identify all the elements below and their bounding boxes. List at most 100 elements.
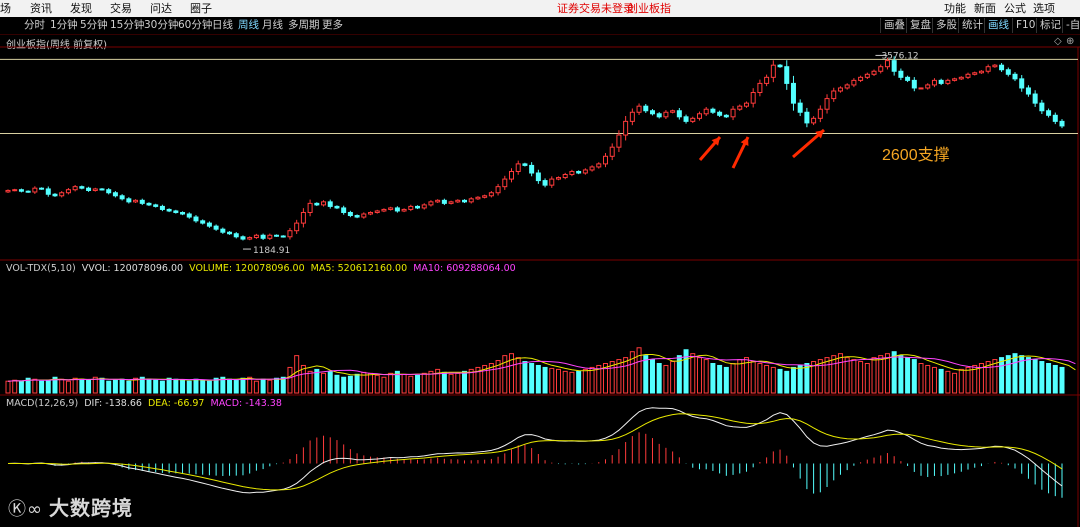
menu-item-4[interactable]: 问达 [150,2,172,15]
candle [1012,73,1018,80]
volume-bar [837,353,843,394]
candle [415,205,421,209]
candle [690,117,696,122]
candle [59,192,65,197]
volume-bar [106,380,112,394]
candle [475,196,481,200]
toolbar-button-5[interactable]: F10 [1012,18,1038,33]
toolbar-button-7[interactable]: -自 [1062,18,1080,33]
candle [133,199,139,203]
menu-item-1[interactable]: 资讯 [30,2,52,15]
menu-right-item-2[interactable]: 公式 [1004,2,1026,15]
volume-bar [475,366,481,394]
arrow-head [815,130,824,139]
volume-bar [247,376,253,394]
candle [5,189,11,193]
menu-item-3[interactable]: 交易 [110,2,132,15]
candle [925,84,931,89]
candle [260,234,266,239]
volume-bar [555,368,561,394]
volume-bar [750,361,756,394]
candle [401,208,407,212]
candle [676,110,682,118]
timeframe-tab-6[interactable]: 日线 [212,19,233,31]
candle [905,76,911,81]
volume-bar [952,372,958,394]
candle [441,199,447,204]
toolbar-button-6[interactable]: 标记 [1036,18,1064,33]
candle [824,98,830,110]
toolbar-button-3[interactable]: 统计 [958,18,986,33]
chart-title: 创业板指(周线 前复权) [6,40,107,51]
volume-bar [455,372,461,394]
volume-bar [52,376,58,394]
volume-bar [1059,366,1065,394]
candle [45,188,51,195]
candle [233,233,239,238]
macd-name[interactable]: MACD(12,26,9) [6,398,79,409]
menu-item-2[interactable]: 发现 [70,2,92,15]
candle [180,211,186,215]
volume-bar [99,377,105,394]
toolbar-button-2[interactable]: 多股 [932,18,960,33]
macd-dif-line [7,407,1063,494]
volume-bar [703,359,709,394]
timeframe-tab-10[interactable]: 更多 [322,19,343,31]
volume-bar [488,363,494,394]
candle [388,207,394,210]
candle [408,205,414,210]
menu-right-item-3[interactable]: 选项 [1033,2,1055,15]
candle [529,164,535,174]
candle [39,187,45,190]
candle [656,113,662,118]
login-status[interactable]: 证券交易未登录 [557,2,634,15]
candle [374,210,380,213]
candle [884,60,890,68]
timeframe-tab-1[interactable]: 1分钟 [50,19,78,31]
low-label: 1184.91 [253,246,290,256]
toolbar: 分时 1分钟 5分钟 15分钟 30分钟 60分钟 日线 周线 月线 多周期 更多 画叠 复盘 多股 统计画… [0,17,1080,35]
volume-bar [274,377,280,394]
volume-bar [696,357,702,394]
candle [448,201,454,204]
volume-bar [851,359,857,394]
index-name[interactable]: 创业板指 [627,2,671,15]
vol-ma5: MA5: 520612160.00 [310,263,408,274]
toolbar-button-1[interactable]: 复盘 [906,18,934,33]
menu-item-5[interactable]: 圈子 [190,2,212,15]
volume-bar [730,363,736,394]
menu-item-0[interactable]: 场 [0,2,11,15]
menu-right-item-1[interactable]: 新面 [974,2,996,15]
candle [757,82,763,94]
timeframe-tab-9[interactable]: 多周期 [288,19,320,31]
candle [334,205,340,209]
candle [12,189,18,192]
vol-ma10: MA10: 609288064.00 [413,263,516,274]
timeframe-tab-7[interactable]: 周线 [238,19,259,31]
timeframe-tab-0[interactable]: 分时 [24,19,45,31]
timeframe-tab-5[interactable]: 60分钟 [178,19,213,31]
candle [643,105,649,112]
candle [146,202,152,206]
window-float-icon[interactable]: ◇ [1054,36,1062,47]
timeframe-tab-4[interactable]: 30分钟 [144,19,179,31]
vol-name[interactable]: VOL-TDX(5,10) [6,263,76,274]
candle [307,202,313,213]
volume-bar [602,363,608,394]
timeframe-tab-2[interactable]: 5分钟 [80,19,108,31]
volume-bar [408,375,414,394]
timeframe-tab-8[interactable]: 月线 [262,19,283,31]
toolbar-button-0[interactable]: 画叠 [880,18,908,33]
candle [696,113,702,119]
watermark-logo-icon: Ⓚ∞ [8,499,43,520]
candle [428,201,434,206]
toolbar-button-4[interactable]: 画线 [984,18,1012,33]
volume-bar [878,355,884,394]
candle [381,208,387,212]
timeframe-tab-3[interactable]: 15分钟 [110,19,145,31]
zoom-icon[interactable]: ⊕ [1066,36,1075,47]
menu-right-item-0[interactable]: 功能 [944,2,966,15]
candle [616,134,622,148]
volume-bar [576,370,582,394]
